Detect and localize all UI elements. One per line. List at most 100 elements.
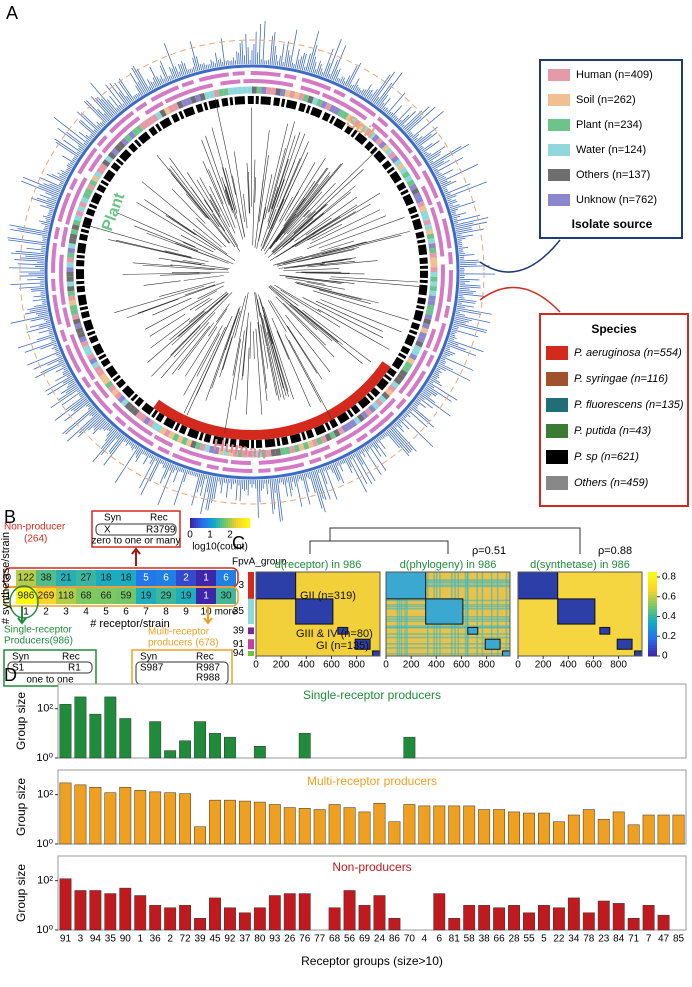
ring-segment [182, 102, 186, 104]
ring-segment [141, 125, 145, 128]
ring-segment [73, 305, 74, 310]
ring-segment [161, 112, 165, 114]
x-tick-label: 56 [344, 934, 356, 945]
y-axis-label: Group size [14, 778, 28, 836]
ring-segment [405, 173, 408, 177]
x-tick-label: 47 [658, 934, 670, 945]
colorbar-tick-label: 0.8 [662, 572, 676, 583]
ring-segment [75, 314, 76, 319]
cell-label: 29 [160, 591, 172, 602]
y-tick-label: 10² [37, 789, 53, 801]
bar [583, 810, 594, 844]
x-tick-label: 1 [23, 607, 29, 618]
ring-segment [111, 154, 114, 158]
ring-segment [412, 355, 414, 359]
ring-segment [407, 177, 409, 181]
x-tick-label: 71 [628, 934, 640, 945]
group-label: 35 [233, 606, 245, 617]
group-label: 39 [233, 625, 245, 636]
bar [254, 802, 265, 844]
ring-segment [196, 97, 201, 98]
ring-segment [428, 314, 429, 319]
legend-entry: P. syringae (n=116) [574, 373, 668, 385]
x-tick-label: 4 [83, 607, 89, 618]
ring-segment [82, 202, 84, 206]
colorbar-step [234, 518, 236, 528]
ring-segment [90, 185, 92, 189]
x-tick-label: 23 [598, 934, 610, 945]
bar [628, 825, 639, 844]
bar [643, 815, 654, 844]
ring-segment [429, 230, 430, 235]
ring-segment [84, 342, 86, 346]
box-text: R3799 [146, 525, 176, 536]
cell-label: 18 [120, 573, 132, 584]
x-tick-label: 58 [464, 934, 476, 945]
colorbar-step [232, 518, 234, 528]
ring-segment [407, 363, 409, 367]
x-tick-label: 0 [253, 660, 259, 671]
x-tick-label: 400 [428, 660, 445, 671]
colorbar-step [230, 518, 232, 528]
bar [449, 918, 460, 930]
ring-segment [294, 448, 299, 449]
colorbar-step [242, 518, 244, 528]
ring-segment [427, 319, 428, 324]
y-tick-label: 10² [37, 875, 53, 887]
series-title: Multi-receptor producers [307, 774, 437, 788]
x-tick-label: 69 [359, 934, 371, 945]
x-tick-label: 5 [541, 934, 547, 945]
ring-segment [425, 324, 426, 329]
ring-segment [114, 150, 117, 154]
ring-segment [77, 216, 78, 221]
cell-label: 18 [100, 573, 112, 584]
ring-segment [141, 416, 145, 419]
legend-swatch [548, 169, 570, 181]
colorbar-step [204, 518, 206, 528]
box-text: Syn [140, 652, 157, 663]
ring-segment [399, 165, 402, 169]
legend-swatch [546, 398, 568, 412]
legend-entry: Unknow (n=762) [576, 194, 657, 206]
x-tick-label: 400 [298, 660, 315, 671]
bar [538, 813, 549, 844]
ring-segment [425, 216, 426, 221]
bar [150, 905, 161, 930]
ring-segment [123, 140, 126, 143]
ring-segment [420, 202, 422, 206]
cell-label: 5 [143, 573, 149, 584]
bar [90, 890, 101, 930]
ring-segment [430, 234, 431, 239]
group-bar [248, 639, 254, 649]
x-tick-label: 600 [323, 660, 340, 671]
ring-segment [82, 337, 84, 341]
bar [464, 905, 475, 930]
bar [538, 905, 549, 930]
bar [404, 737, 415, 758]
bar [90, 714, 101, 758]
ring-segment [161, 430, 165, 432]
ring-segment [134, 131, 138, 134]
x-tick-label: 36 [150, 934, 162, 945]
ring-segment [271, 452, 276, 453]
y-axis-label: # synthetase/strain [0, 532, 12, 624]
ring-segment [145, 122, 149, 125]
ring-segment [412, 185, 414, 189]
annotation: producers (678) [148, 638, 219, 649]
x-tick-label: 66 [494, 934, 506, 945]
ring-segment [120, 143, 123, 146]
y-axis-label: Group size [14, 864, 28, 922]
legend-title: Isolate source [572, 217, 653, 231]
ring-segment [127, 137, 130, 140]
ring-segment [416, 346, 418, 350]
x-tick-label: 4 [422, 934, 428, 945]
x-tick-label: 600 [585, 660, 602, 671]
annotation: Non-producer [4, 522, 66, 533]
heatmap-block [296, 599, 333, 624]
bar [135, 790, 146, 844]
ring-segment [79, 211, 81, 216]
bar [598, 901, 609, 930]
ring-segment [377, 401, 380, 404]
bar [613, 903, 624, 930]
x-tick-label: 6 [123, 607, 129, 618]
